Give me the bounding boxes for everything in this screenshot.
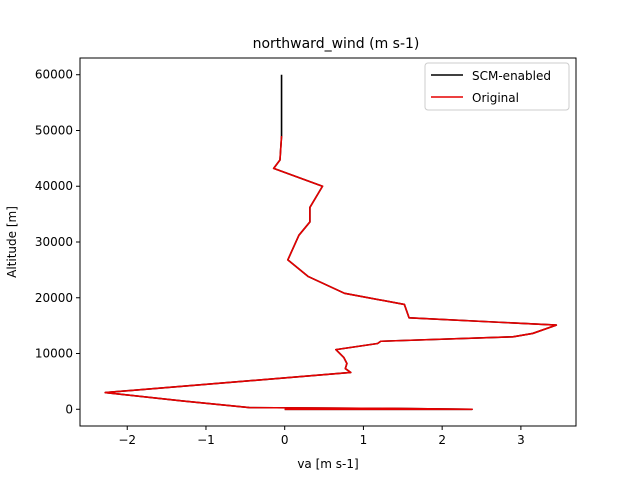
y-tick-label: 60000 — [35, 68, 73, 82]
plot-area — [104, 74, 558, 411]
y-tick-label: 30000 — [35, 235, 73, 249]
y-tick-label: 10000 — [35, 347, 73, 361]
x-axis: −2 −1 0 1 2 3 — [118, 426, 525, 447]
x-tick-label: 2 — [438, 433, 446, 447]
x-tick-label: 0 — [281, 433, 289, 447]
x-tick-label: −1 — [197, 433, 215, 447]
series-line-original — [104, 136, 558, 411]
y-tick-label: 40000 — [35, 179, 73, 193]
x-tick-label: 1 — [360, 433, 368, 447]
legend-label-original: Original — [472, 91, 519, 105]
x-tick-label: 3 — [517, 433, 525, 447]
y-tick-label: 20000 — [35, 291, 73, 305]
y-axis-label: Altitude [m] — [5, 206, 19, 278]
x-tick-label: −2 — [118, 433, 136, 447]
legend-label-scm-enabled: SCM-enabled — [472, 69, 551, 83]
chart-title: northward_wind (m s-1) — [253, 36, 420, 52]
y-tick-label: 50000 — [35, 123, 73, 137]
y-axis: 0 10000 20000 30000 40000 50000 60000 — [35, 68, 80, 416]
y-tick-label: 0 — [65, 402, 73, 416]
legend: SCM-enabled Original — [424, 62, 570, 111]
x-axis-label: va [m s-1] — [297, 457, 358, 471]
